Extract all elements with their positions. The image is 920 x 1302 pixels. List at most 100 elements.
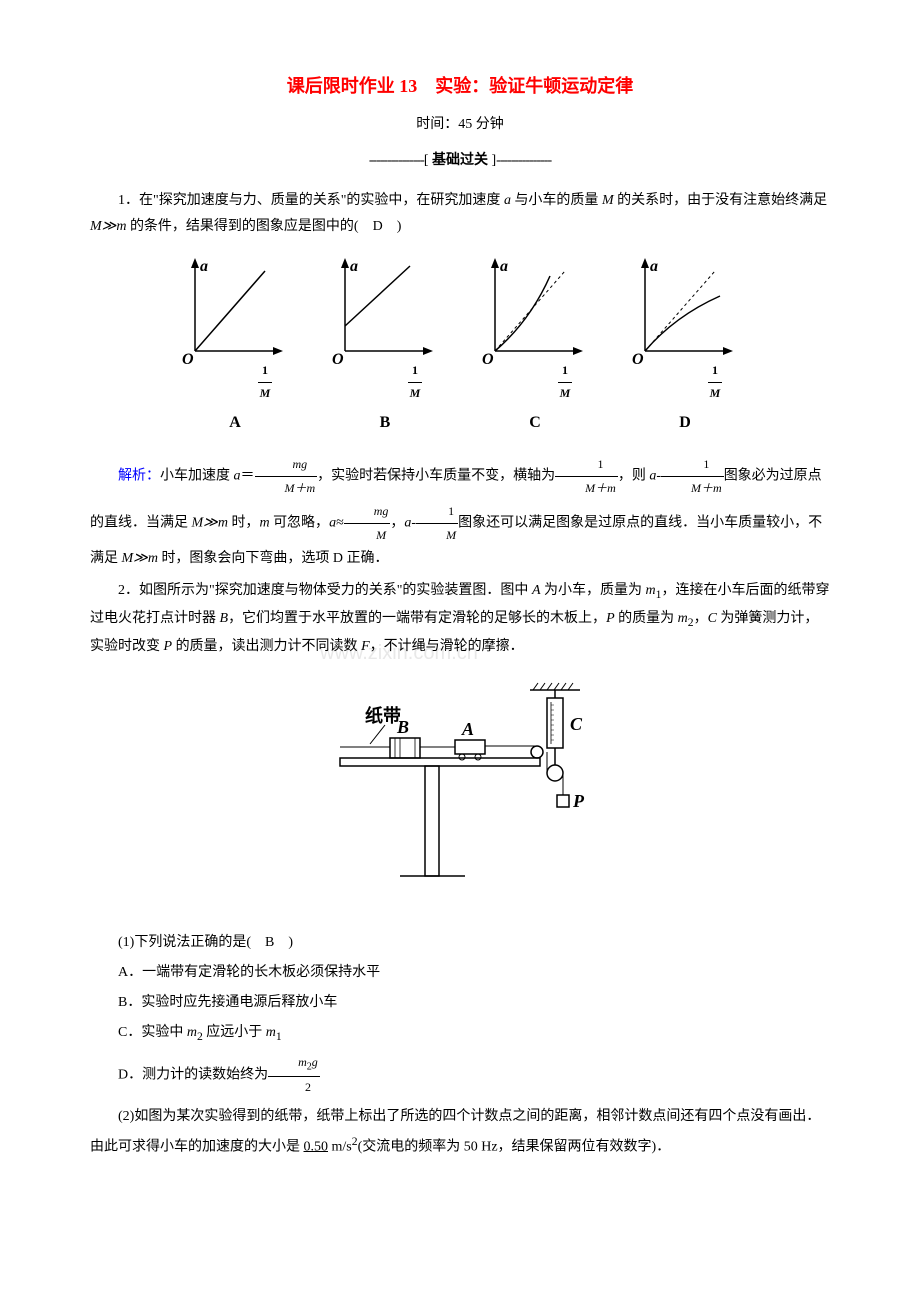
optD-frac: m2g2 <box>268 1052 320 1099</box>
graph-C-svg: a O <box>480 256 590 366</box>
q2-p6: ， <box>694 611 708 626</box>
graph-label-B: B <box>330 409 440 438</box>
q1-text4: 的条件，结果得到的图象应是图中的( D ) <box>126 219 401 234</box>
option-A: A．一端带有定滑轮的长木板必须保持水平 <box>90 960 830 985</box>
sq2-p3: (交流电的频率为 50 Hz，结果保留两位有效数字)． <box>358 1139 671 1154</box>
optD-n2: g <box>312 1055 318 1069</box>
f4n: mg <box>344 500 391 524</box>
sq2-ans: 0.50 <box>304 1139 329 1154</box>
graph-B: a O 1 M B <box>330 256 440 438</box>
axis-origin-label: O <box>182 351 194 366</box>
q2-P2: P <box>164 639 173 654</box>
section-header: ---------------[ 基础过关 ]--------------- <box>90 148 830 173</box>
ana-eq: ＝ <box>241 469 255 484</box>
analysis-label: 解析： <box>118 469 160 484</box>
q2-p5: 的质量为 <box>615 611 678 626</box>
dashes-right: --------------- <box>496 153 551 168</box>
q1-var-M: M <box>602 193 614 208</box>
frac-den: M <box>258 383 273 405</box>
bracket-open: [ <box>424 153 432 168</box>
optC-p2: 应远小于 <box>203 1025 266 1040</box>
frac4: mgM <box>344 500 391 547</box>
ana-p2: ，实验时若保持小车质量不变，横轴为 <box>317 469 555 484</box>
optC-m1: m <box>266 1025 276 1040</box>
frac-num: 1 <box>408 360 423 383</box>
frac5: 1M <box>416 500 458 547</box>
frac3: 1M＋m <box>661 453 724 500</box>
ana-mm2: M≫m <box>122 551 158 566</box>
question-1: 1．在"探究加速度与力、质量的关系"的实验中，在研究加速度 a 与小车的质量 M… <box>90 188 830 241</box>
frac2: 1M＋m <box>555 453 618 500</box>
graph-D: a O 1 M D <box>630 256 740 438</box>
option-D: D．测力计的读数始终为m2g2 <box>90 1052 830 1099</box>
svg-text:a: a <box>650 258 658 275</box>
sub-q1-text: (1)下列说法正确的是( B ) <box>90 930 830 955</box>
optC-s1: 1 <box>276 1030 282 1043</box>
ana-comma: ， <box>390 515 404 530</box>
f5n: 1 <box>416 500 458 524</box>
label-A: A <box>461 719 474 739</box>
axis-x-fraction: 1 M <box>708 360 723 404</box>
q2-P: P <box>606 611 615 626</box>
label-tape: 纸带 <box>365 705 401 726</box>
page-title: 课后限时作业 13 实验：验证牛顿运动定律 <box>90 70 830 102</box>
svg-text:O: O <box>632 351 644 366</box>
label-C: C <box>570 714 583 734</box>
ana-a3: a <box>329 515 336 530</box>
ana-p5: 时， <box>228 515 260 530</box>
optC-p1: C．实验中 <box>118 1025 187 1040</box>
bracket-close: ] <box>488 153 496 168</box>
f5d: M <box>416 524 458 547</box>
q2-B: B <box>220 611 229 626</box>
frac-den: M <box>708 383 723 405</box>
q2-m1: m <box>646 583 656 598</box>
graph-A-svg: a O <box>180 256 290 366</box>
axis-x-fraction: 1 M <box>258 360 273 404</box>
ana-p6: 可忽略， <box>270 515 330 530</box>
f1d: M＋m <box>255 477 318 500</box>
dashes-left: --------------- <box>369 153 424 168</box>
q1-var-a: a <box>504 193 511 208</box>
q2-A: A <box>532 583 541 598</box>
option-C: C．实验中 m2 应远小于 m1 <box>90 1020 830 1047</box>
optD-n1: m <box>298 1055 307 1069</box>
graphs-row: a O 1 M A a O 1 M B <box>90 256 830 438</box>
graph-D-svg: a O <box>630 256 740 366</box>
ana-mm: M≫m <box>192 515 228 530</box>
optD-p1: D．测力计的读数始终为 <box>118 1068 268 1083</box>
analysis-paragraph: 解析：小车加速度 a＝mgM＋m，实验时若保持小车质量不变，横轴为1M＋m，则 … <box>90 453 830 573</box>
section-text: 基础过关 <box>432 153 488 168</box>
optD-den: 2 <box>268 1077 320 1099</box>
ana-p8: 时，图象会向下弯曲，选项 D 正确． <box>158 551 389 566</box>
frac-den: M <box>408 383 423 405</box>
frac1: mgM＋m <box>255 453 318 500</box>
q1-text1: 1．在"探究加速度与力、质量的关系"的实验中，在研究加速度 <box>118 193 504 208</box>
apparatus-diagram: C P A B 纸带 <box>90 680 830 909</box>
svg-text:O: O <box>332 351 344 366</box>
ana-p1: 小车加速度 <box>160 469 234 484</box>
axis-x-fraction: 1 M <box>558 360 573 404</box>
graph-label-A: A <box>180 409 290 438</box>
f1n: mg <box>255 453 318 477</box>
svg-text:a: a <box>350 258 358 275</box>
ana-a1: a <box>234 469 241 484</box>
sub-q2: (2)如图为某次实验得到的纸带，纸带上标出了所选的四个计数点之间的距离，相邻计数… <box>90 1104 830 1161</box>
q1-text2: 与小车的质量 <box>511 193 602 208</box>
graph-A: a O 1 M A <box>180 256 290 438</box>
option-B: B．实验时应先接通电源后释放小车 <box>90 990 830 1015</box>
q2-p8: 的质量，读出测力计不同读数 <box>172 639 361 654</box>
f2n: 1 <box>555 453 618 477</box>
axis-y-label: a <box>200 258 208 275</box>
label-P: P <box>572 791 585 811</box>
q2-p1: 2．如图所示为"探究加速度与物体受力的关系"的实验装置图．图中 <box>118 583 532 598</box>
optD-num: m2g <box>268 1052 320 1077</box>
graph-label-D: D <box>630 409 740 438</box>
q2-m2: m <box>678 611 688 626</box>
ana-approx: ≈ <box>336 515 344 530</box>
ana-m: m <box>259 515 269 530</box>
f3d: M＋m <box>661 477 724 500</box>
f4d: M <box>344 524 391 547</box>
graph-label-C: C <box>480 409 590 438</box>
graph-C: a O 1 M C <box>480 256 590 438</box>
q2-p9: ，不计绳与滑轮的摩擦． <box>370 639 524 654</box>
